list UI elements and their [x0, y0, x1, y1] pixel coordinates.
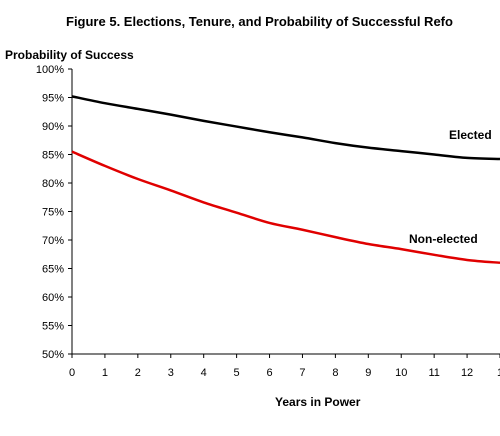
x-tick-label: 1	[497, 367, 500, 379]
series-label-elected: Elected	[449, 128, 492, 142]
x-tick-label: 8	[332, 367, 338, 379]
x-tick-label: 3	[168, 367, 174, 379]
x-tick-label: 12	[461, 367, 473, 379]
y-tick-label: 90%	[42, 121, 64, 133]
x-tick-label: 5	[234, 367, 240, 379]
y-tick-label: 60%	[42, 292, 64, 304]
x-axis-label: Years in Power	[275, 395, 361, 409]
y-tick-label: 85%	[42, 150, 64, 162]
x-tick-label: 4	[201, 367, 207, 379]
x-tick-label: 9	[365, 367, 371, 379]
y-tick-label: 100%	[36, 64, 64, 76]
x-tick-label: 10	[395, 367, 407, 379]
y-tick-label: 65%	[42, 264, 64, 276]
y-tick-label: 70%	[42, 235, 64, 247]
y-tick-label: 80%	[42, 178, 64, 190]
x-tick-label: 1	[102, 367, 108, 379]
x-tick-label: 7	[299, 367, 305, 379]
y-tick-label: 75%	[42, 207, 64, 219]
x-tick-label: 11	[428, 367, 439, 379]
x-tick-label: 2	[135, 367, 141, 379]
chart-title: Figure 5. Elections, Tenure, and Probabi…	[66, 14, 453, 29]
y-tick-label: 50%	[42, 349, 64, 361]
series-line-non-elected	[71, 150, 500, 265]
y-axis-label: Probability of Success	[5, 48, 134, 62]
x-tick-label: 6	[266, 367, 272, 379]
y-tick-label: 55%	[42, 321, 64, 333]
y-tick-label: 95%	[42, 93, 64, 105]
series-line-elected	[71, 95, 500, 161]
series-label-non-elected: Non-elected	[409, 232, 478, 246]
x-tick-label: 0	[69, 367, 75, 379]
